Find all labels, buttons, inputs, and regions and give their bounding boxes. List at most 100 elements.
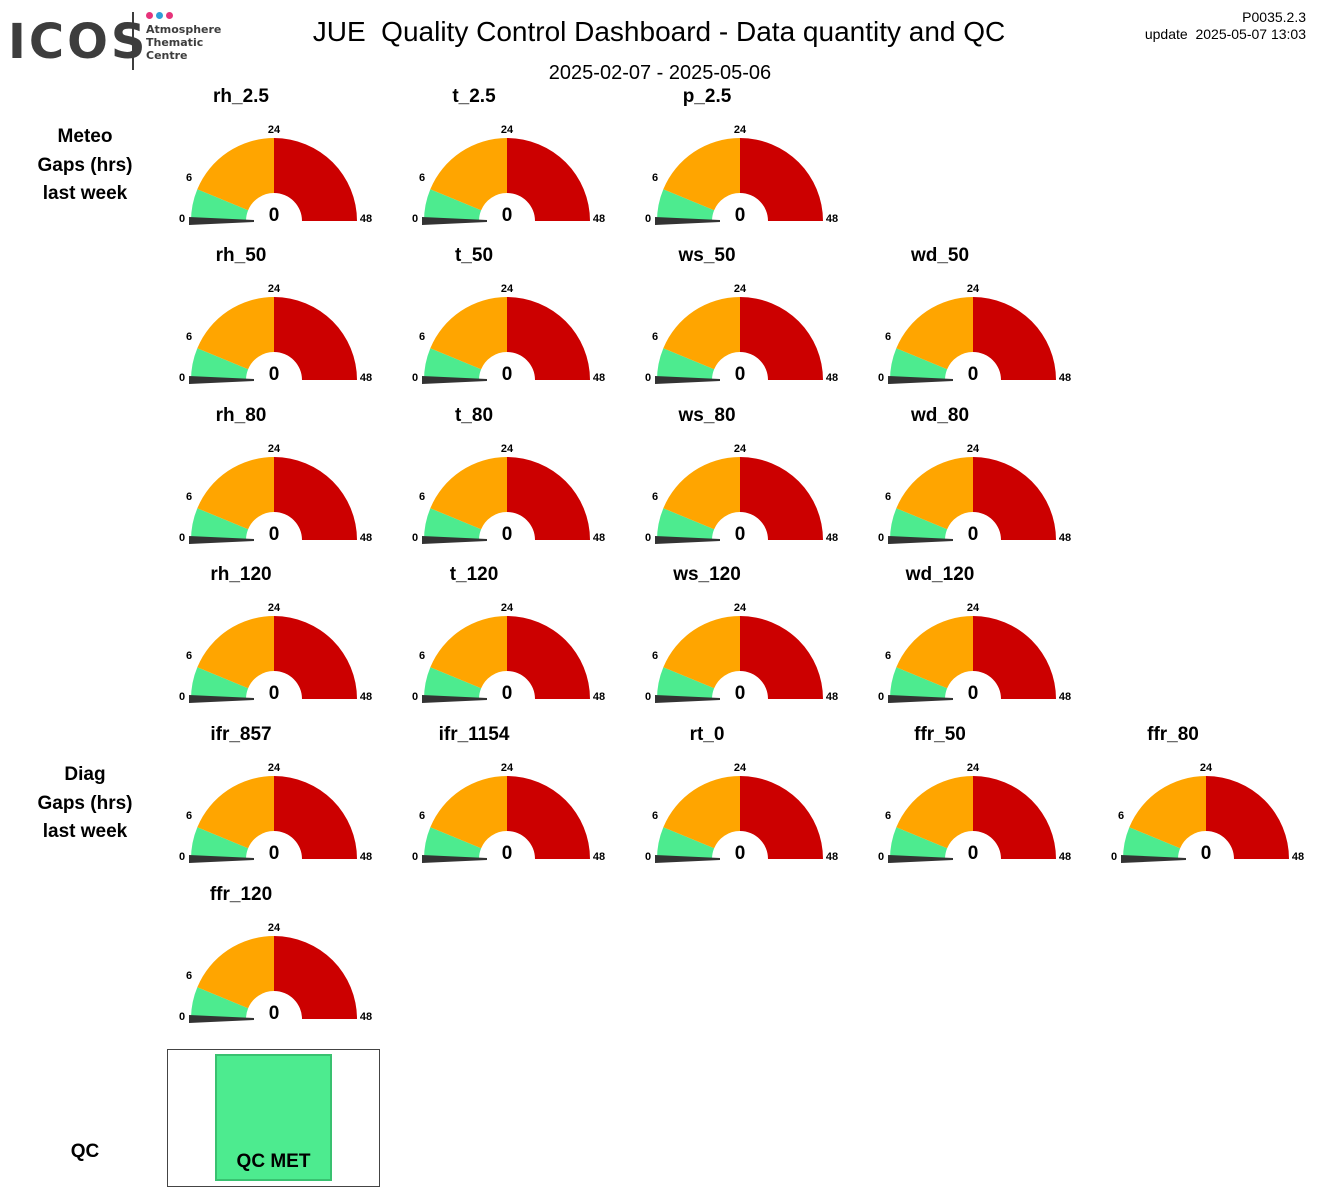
gauge-tick-label: 6	[186, 810, 192, 822]
logo-dot	[156, 12, 163, 19]
gauge-tick-label: 0	[179, 372, 185, 384]
gauge-band-red	[274, 457, 357, 540]
gauge-tick-label: 48	[360, 532, 372, 544]
gauge-title: t_120	[449, 564, 499, 585]
gauge-tick-label: 0	[878, 532, 884, 544]
gauge-rh-2-5: rh_2.5 0 6 24 48 0	[164, 86, 372, 226]
gauge-tick-label: 0	[645, 213, 651, 225]
gauge-value: 0	[502, 524, 513, 545]
gauge-band-green	[657, 827, 715, 859]
gauge-band-orange	[896, 616, 973, 689]
gauge-tick-label: 48	[593, 213, 605, 225]
gauge-tick-label: 24	[1200, 762, 1213, 774]
gauge-tick-label: 48	[826, 851, 838, 863]
gauge-tick-label: 6	[885, 810, 891, 822]
page-title: JUE Quality Control Dashboard - Data qua…	[0, 16, 1320, 48]
gauge-needle	[655, 217, 720, 225]
gauge-band-red	[973, 457, 1056, 540]
gauge-chart: 0 6 24 48 0	[412, 602, 605, 704]
gauge-chart: 0 6 24 48 0	[412, 283, 605, 385]
section-label-line: Gaps (hrs)	[37, 792, 133, 814]
gauge-value: 0	[1201, 843, 1212, 864]
gauge-tick-label: 24	[967, 602, 980, 614]
gauge-title: ffr_120	[209, 884, 273, 905]
gauge-band-orange	[197, 936, 274, 1009]
gauge-rh-120: rh_120 0 6 24 48 0	[164, 564, 372, 704]
logo-sub-line: Thematic	[146, 36, 204, 49]
gauge-band-green	[657, 189, 715, 221]
gauge-band-green	[424, 667, 482, 699]
gauge-tick-label: 6	[1118, 810, 1124, 822]
gauge-tick-label: 6	[419, 810, 425, 822]
gauge-tick-label: 0	[412, 213, 418, 225]
section-label-line: last week	[42, 183, 128, 204]
gauge-tick-label: 24	[967, 443, 980, 455]
logo-divider	[132, 12, 134, 70]
gauge-tick-label: 48	[826, 213, 838, 225]
gauge-band-green	[424, 348, 482, 380]
gauge-chart: 0 6 24 48 0	[645, 602, 838, 704]
gauge-tick-label: 6	[652, 331, 658, 343]
gauge-band-red	[274, 616, 357, 699]
gauge-tick-label: 6	[186, 970, 192, 982]
gauge-band-green	[191, 667, 249, 699]
gauge-t-2-5: t_2.5 0 6 24 48 0	[397, 86, 605, 226]
gauge-tick-label: 0	[179, 1011, 185, 1023]
gauge-band-green	[890, 348, 948, 380]
gauge-chart: 0 6 24 48 0	[412, 124, 605, 226]
gauge-band-red	[973, 776, 1056, 859]
gauge-p-2-5: p_2.5 0 6 24 48 0	[630, 86, 838, 226]
gauge-tick-label: 6	[186, 172, 192, 184]
gauge-chart: 0 6 24 48 0	[179, 283, 372, 385]
gauge-band-green	[657, 348, 715, 380]
gauge-needle	[422, 695, 487, 703]
gauge-tick-label: 24	[734, 283, 747, 295]
gauge-tick-label: 6	[419, 172, 425, 184]
gauge-chart: 0 6 24 48 0	[412, 443, 605, 545]
gauge-band-red	[274, 138, 357, 221]
gauge-title: ifr_1154	[438, 724, 510, 745]
gauge-chart: 0 6 24 48 0	[179, 124, 372, 226]
gauge-tick-label: 24	[268, 124, 281, 136]
gauge-title: p_2.5	[682, 86, 732, 107]
gauge-needle	[655, 695, 720, 703]
gauge-ifr-857: ifr_857 0 6 24 48 0	[164, 724, 372, 864]
gauge-value: 0	[735, 683, 746, 704]
gauge-tick-label: 24	[501, 602, 514, 614]
gauge-ifr-1154: ifr_1154 0 6 24 48 0	[397, 724, 605, 864]
gauge-tick-label: 48	[593, 691, 605, 703]
gauge-tick-label: 48	[593, 372, 605, 384]
gauge-band-red	[507, 457, 590, 540]
icos-logo: ICOS Atmosphere Thematic Centre	[8, 10, 228, 72]
meteo-section-label: Meteo Gaps (hrs) last week	[10, 123, 160, 209]
section-label-line: Diag	[64, 764, 106, 785]
gauge-band-red	[507, 297, 590, 380]
gauge-t-120: t_120 0 6 24 48 0	[397, 564, 605, 704]
gauge-wd-120: wd_120 0 6 24 48 0	[863, 564, 1071, 704]
gauge-title: ws_50	[678, 245, 736, 266]
gauge-band-orange	[430, 616, 507, 689]
gauge-tick-label: 6	[186, 650, 192, 662]
gauge-band-green	[657, 508, 715, 540]
gauge-tick-label: 48	[826, 372, 838, 384]
gauge-title: t_50	[454, 245, 494, 266]
gauge-tick-label: 0	[179, 691, 185, 703]
logo-dot	[146, 12, 153, 19]
diag-section-label: Diag Gaps (hrs) last week	[10, 761, 160, 847]
gauge-band-orange	[663, 138, 740, 211]
gauge-value: 0	[269, 1003, 280, 1024]
gauge-band-orange	[197, 616, 274, 689]
gauge-tick-label: 0	[645, 851, 651, 863]
gauge-tick-label: 24	[268, 602, 281, 614]
gauge-tick-label: 48	[360, 851, 372, 863]
gauge-tick-label: 48	[360, 691, 372, 703]
gauge-tick-label: 6	[885, 331, 891, 343]
gauge-tick-label: 48	[1059, 691, 1071, 703]
gauge-chart: 0 6 24 48 0	[878, 602, 1071, 704]
gauge-tick-label: 24	[501, 443, 514, 455]
gauge-tick-label: 6	[652, 810, 658, 822]
gauge-tick-label: 48	[593, 851, 605, 863]
gauge-ffr-80: ffr_80 0 6 24 48 0	[1096, 724, 1304, 864]
gauge-chart: 0 6 24 48 0	[645, 443, 838, 545]
gauge-tick-label: 48	[360, 213, 372, 225]
